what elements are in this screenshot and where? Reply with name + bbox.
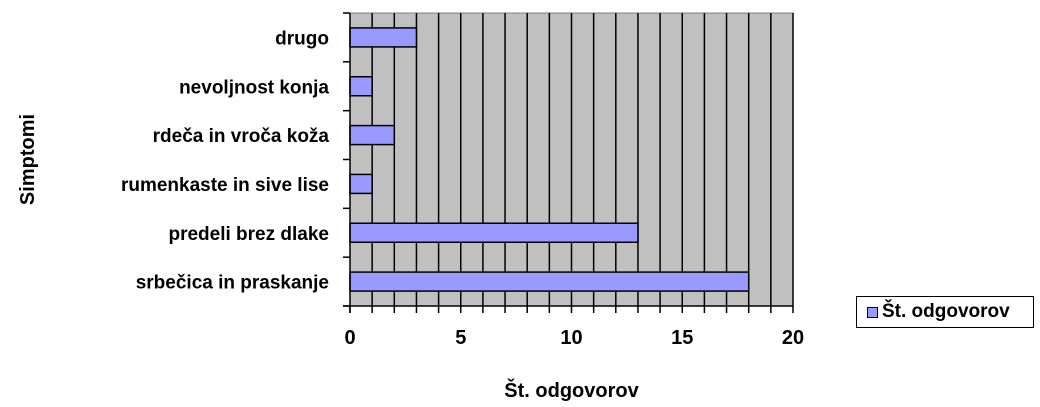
legend-swatch xyxy=(867,306,878,318)
bar xyxy=(349,173,373,195)
x-axis-title: Št. odgovorov xyxy=(504,378,639,402)
x-tick-label: 20 xyxy=(782,327,804,349)
y-axis: drugo nevoljnost konja rdeča in vroča koža… xyxy=(121,12,351,313)
x-tick-label: 10 xyxy=(560,327,582,349)
y-tick-label: srbečica in praskanje xyxy=(136,273,329,294)
x-tick-label: 15 xyxy=(671,327,693,349)
bar xyxy=(349,76,373,97)
y-tick-label: rumenkaste in sive lise xyxy=(121,175,329,196)
bar xyxy=(349,124,396,146)
bar xyxy=(349,271,750,292)
bar xyxy=(349,27,418,48)
legend-label: Št. odgovorov xyxy=(882,301,1010,322)
y-tick-label: predeli brez dlake xyxy=(168,224,329,245)
y-tick-label: nevoljnost konja xyxy=(179,77,329,98)
bars xyxy=(349,27,750,292)
legend: Št. odgovorov xyxy=(856,296,1034,328)
gridlines xyxy=(371,13,794,306)
y-axis-title: Simptomi xyxy=(17,114,39,205)
y-tick-label: drugo xyxy=(275,28,329,49)
x-tick-label: 0 xyxy=(344,327,355,349)
x-tick-label: 5 xyxy=(455,327,466,349)
bar xyxy=(349,222,639,243)
x-axis: 0 5 10 15 20 xyxy=(343,305,804,349)
y-tick-label: rdeča in vroča koža xyxy=(153,126,330,147)
